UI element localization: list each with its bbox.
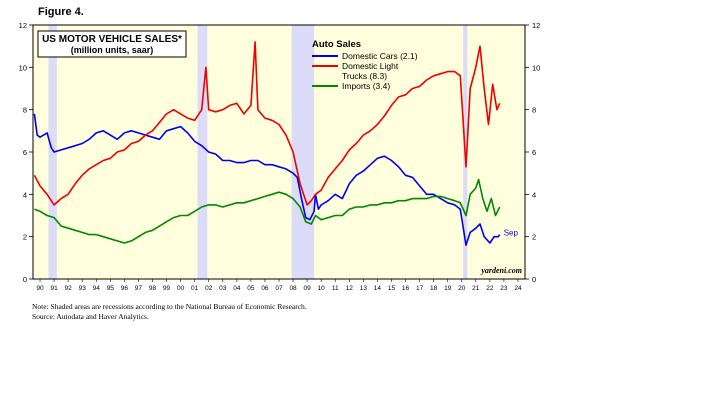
x-tick-label-08: 08 [289, 285, 297, 292]
chart-title-box: US MOTOR VEHICLE SALES* (million units, … [37, 30, 187, 58]
x-tick-label-17: 17 [416, 285, 424, 292]
x-tick-label-92: 92 [65, 285, 73, 292]
recession-band-1 [197, 25, 208, 279]
x-tick-label-11: 11 [332, 285, 339, 292]
x-tick-label-21: 21 [472, 285, 480, 292]
note-recessions: Note: Shaded areas are recessions accord… [32, 302, 307, 311]
x-tick-label-14: 14 [374, 285, 382, 292]
y-tick-label-right-1: 2 [532, 233, 536, 242]
x-tick-label-96: 96 [121, 285, 129, 292]
x-tick-label-20: 20 [458, 285, 466, 292]
x-tick-label-99: 99 [163, 285, 171, 292]
notes: Note: Shaded areas are recessions accord… [32, 302, 307, 322]
x-tick-label-97: 97 [135, 285, 143, 292]
x-tick-label-12: 12 [346, 285, 354, 292]
y-tick-label-left-3: 6 [23, 148, 27, 157]
x-tick-label-02: 02 [205, 285, 213, 292]
series-line-1 [33, 41, 501, 206]
x-tick-label-05: 05 [247, 285, 255, 292]
x-tick-label-24: 24 [514, 285, 522, 292]
x-tick-label-13: 13 [360, 285, 368, 292]
legend-label-2: Imports (3.4) [342, 81, 390, 91]
x-tick-label-10: 10 [318, 285, 326, 292]
legend: Auto Sales Domestic Cars (2.1)Domestic L… [312, 39, 418, 91]
y-tick-label-left-2: 4 [23, 190, 27, 199]
legend-title: Auto Sales [312, 39, 361, 50]
end-label: Sep [504, 229, 519, 238]
figure-label: Figure 4. [38, 6, 84, 18]
legend-label-1: Domestic Light [342, 61, 399, 71]
x-tick-label-19: 19 [444, 285, 452, 292]
legend-label-1-line2: Trucks (8.3) [342, 71, 387, 81]
x-tick-label-18: 18 [430, 285, 438, 292]
y-tick-label-right-6: 12 [532, 21, 540, 30]
x-tick-label-94: 94 [93, 285, 101, 292]
note-source: Source: Autodata and Haver Analytics. [32, 312, 149, 321]
x-tick-label-03: 03 [219, 285, 227, 292]
chart-title-frame [37, 30, 187, 58]
x-tick-label-04: 04 [233, 285, 241, 292]
x-tick-label-90: 90 [36, 285, 44, 292]
chart-subtitle: (million units, saar) [71, 45, 154, 55]
x-tick-label-00: 00 [177, 285, 185, 292]
x-tick-label-15: 15 [388, 285, 396, 292]
recession-band-0 [48, 25, 57, 279]
plot-background [33, 25, 525, 279]
x-tick-label-95: 95 [107, 285, 115, 292]
x-tick-label-23: 23 [500, 285, 508, 292]
y-tick-label-left-6: 12 [19, 21, 27, 30]
x-tick-label-07: 07 [275, 285, 283, 292]
y-tick-label-left-5: 10 [19, 63, 27, 72]
x-tick-label-16: 16 [402, 285, 410, 292]
y-tick-label-left-4: 8 [23, 106, 27, 115]
chart-title: US MOTOR VEHICLE SALES* [42, 34, 182, 45]
y-tick-label-left-0: 0 [23, 275, 27, 284]
x-tick-label-06: 06 [261, 285, 269, 292]
x-tick-label-98: 98 [149, 285, 157, 292]
y-tick-label-right-2: 4 [532, 190, 536, 199]
y-tick-label-right-4: 8 [532, 106, 536, 115]
y-tick-label-right-5: 10 [532, 63, 540, 72]
x-tick-label-91: 91 [50, 285, 58, 292]
x-tick-label-01: 01 [191, 285, 199, 292]
watermark: yardeni.com [480, 266, 522, 275]
series-line-2 [34, 178, 501, 244]
x-tick-label-09: 09 [303, 285, 311, 292]
x-tick-label-22: 22 [486, 285, 494, 292]
y-tick-label-right-3: 6 [532, 148, 536, 157]
recession-band-2 [291, 25, 315, 279]
y-tick-label-right-0: 0 [532, 275, 536, 284]
legend-label-0: Domestic Cars (2.1) [342, 51, 418, 61]
y-tick-label-left-1: 2 [23, 233, 27, 242]
x-tick-label-93: 93 [79, 285, 87, 292]
